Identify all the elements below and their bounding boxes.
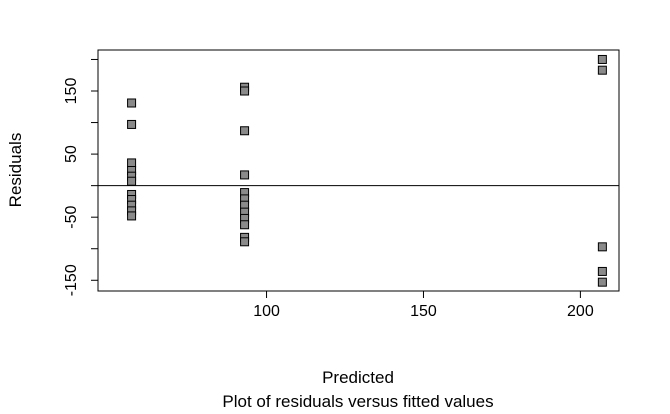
data-point [240,220,250,230]
data-point [127,176,137,186]
data-point [240,86,250,96]
data-point [127,119,137,129]
y-axis-label: Residuals [6,133,25,208]
data-points [127,54,607,287]
y-axis: -150 -50 50 150 [63,58,98,296]
data-point [127,158,137,168]
y-tick-label: -50 [63,206,80,229]
data-point [597,242,607,252]
data-point [597,54,607,64]
x-tick-label: 200 [567,303,594,320]
data-point [597,277,607,287]
data-point [597,266,607,276]
x-axis-label: Predicted [322,368,394,387]
figure-caption: Plot of residuals versus fitted values [222,392,493,411]
plot-frame [97,49,620,292]
x-axis: 100 150 200 [253,291,594,320]
data-point [127,211,137,221]
data-point [240,170,250,180]
data-point [240,126,250,136]
data-point [127,98,137,108]
x-tick-label: 150 [410,303,437,320]
data-point [597,65,607,75]
y-tick-label: 50 [63,145,80,163]
x-tick-label: 100 [253,303,280,320]
data-point [240,237,250,247]
y-tick-label: -150 [63,264,80,296]
y-tick-label: 150 [63,78,80,105]
